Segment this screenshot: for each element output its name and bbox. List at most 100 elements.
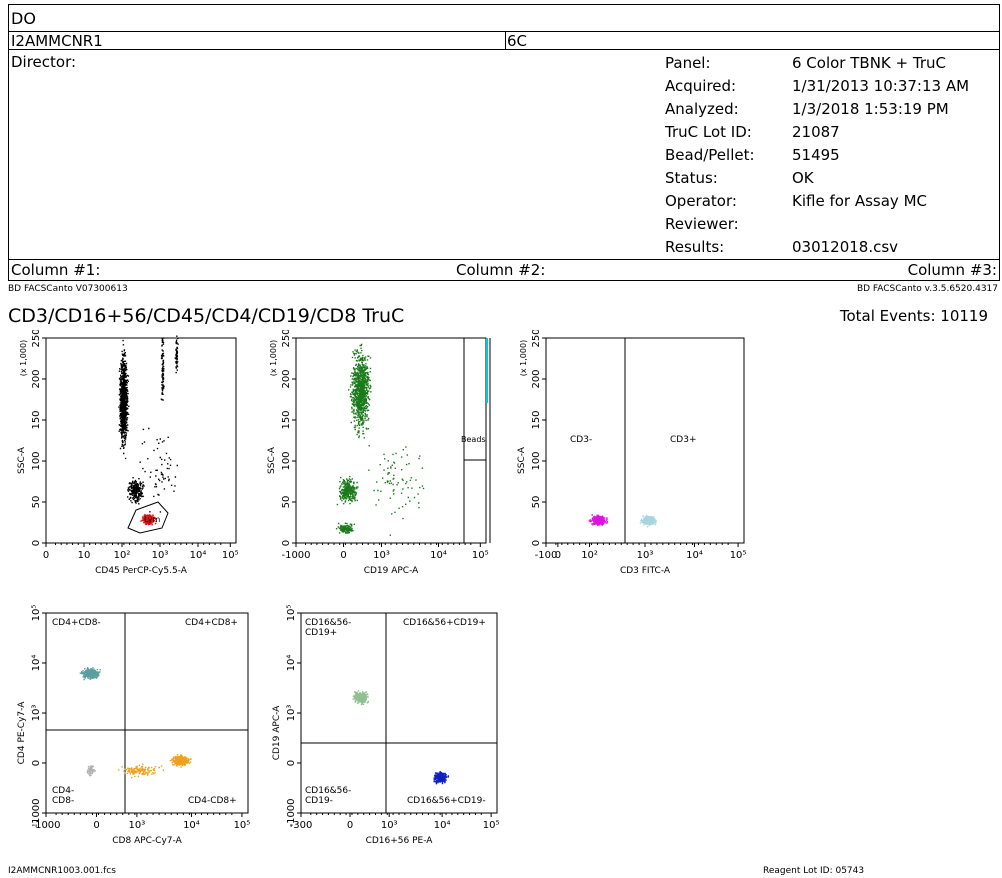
quadrant-label-cd16pos-cd19neg: CD16&56+CD19- <box>407 796 486 806</box>
quadrant-label-cd16neg-cd19pos-2: CD19+ <box>305 628 337 638</box>
header-info-box: Director: Panel: 6 Color TBNK + TruC Acq… <box>8 49 1000 260</box>
y-tick-label: 100 <box>281 451 292 470</box>
x-tick-label: -300 <box>290 820 313 831</box>
x-tick-label: 10⁵ <box>472 550 489 561</box>
quadrant-label-cd4pos-cd8neg: CD4+CD8- <box>52 618 101 628</box>
x-tick-label: -100 <box>535 550 558 561</box>
x-tick-label: 0 <box>93 820 99 831</box>
cd3neg-cluster <box>588 514 609 526</box>
y-tick-label: 50 <box>31 496 42 509</box>
quadrant-label-cd4pos-cd8pos: CD4+CD8+ <box>185 618 238 628</box>
y-axis-unit: (x 1,000) <box>19 340 28 376</box>
column-1-label: Column #1: <box>11 261 101 279</box>
y-tick-label: 10⁵ <box>31 605 42 621</box>
y-tick-label: 250 <box>531 330 542 348</box>
plot-cd8-cd4: CD4+CD8- CD4+CD8+ CD4-CD8- CD4-CD8+ -1000 0 10… <box>17 605 251 846</box>
director-label: Director: <box>11 53 77 71</box>
y-tick-label: 250 <box>281 330 292 348</box>
info-value-operator: Kifle for Assay MC <box>792 192 927 210</box>
info-key-truc-lot: TruC Lot ID: <box>665 123 752 141</box>
quadrant-label-cd4neg-cd8neg-2: CD8- <box>52 796 74 806</box>
lymphocyte-gate <box>127 501 169 534</box>
y-tick-label: 10⁴ <box>31 655 42 672</box>
y-axis-label: SSC-A <box>517 446 527 474</box>
y-axis-label: CD4 PE-Cy7-A <box>17 701 27 765</box>
header-id-row: I2AMMCNR1 6C <box>8 31 1000 50</box>
y-tick-label: 200 <box>31 369 42 388</box>
info-key-status: Status: <box>665 169 718 187</box>
plot-frame <box>45 612 249 814</box>
quadrant-label-cd4neg-cd8neg-1: CD4- <box>52 786 74 796</box>
x-axis-label: CD16+56 PE-A <box>366 836 434 846</box>
y-tick-label: -1000 <box>31 798 42 827</box>
cd8-spread <box>118 763 164 779</box>
y-tick-label: 10³ <box>286 705 297 722</box>
y-axis-label: SSC-A <box>17 446 27 474</box>
info-value-analyzed: 1/3/2018 1:53:19 PM <box>792 100 949 118</box>
plot-frame <box>300 612 498 814</box>
info-value-acquired: 1/31/2013 10:37:13 AM <box>792 77 970 95</box>
y-tick-label: 150 <box>531 410 542 429</box>
quadrant-label-cd3pos: CD3+ <box>670 435 696 445</box>
y-axis-unit: (x 1,000) <box>269 340 278 376</box>
info-key-reviewer: Reviewer: <box>665 215 739 233</box>
cd3pos-cluster <box>639 514 657 528</box>
info-value-status: OK <box>792 169 814 187</box>
x-tick-label: 10² <box>581 550 598 561</box>
quadrant-label-cd16neg-cd19neg-2: CD19- <box>305 796 333 806</box>
x-tick-label: 0 <box>347 820 353 831</box>
x-tick-label: -1000 <box>31 820 60 831</box>
info-value-truc-lot: 21087 <box>792 123 840 141</box>
y-tick-label: 50 <box>531 496 542 509</box>
panel-code: 6C <box>507 32 528 50</box>
y-tick-label: 250 <box>31 330 42 348</box>
bcell-cluster <box>352 690 369 706</box>
quadrant-label-cd16neg-cd19neg-1: CD16&56- <box>305 786 351 796</box>
plot-frame <box>295 337 487 544</box>
header-name-row: DO <box>8 4 1000 32</box>
header-columns-row: Column #1: Column #2: Column #3: <box>8 259 1000 281</box>
patient-id: I2AMMCNR1 <box>11 32 103 50</box>
x-axis-label: CD3 FITC-A <box>620 566 671 576</box>
x-tick-label: 10⁵ <box>483 820 500 831</box>
quadrant-label-cd16neg-cd19pos-1: CD16&56- <box>305 618 351 628</box>
x-tick-label: -1000 <box>281 550 310 561</box>
cd19-bottom <box>335 522 355 534</box>
x-tick-label: 10⁵ <box>730 550 747 561</box>
y-tick-label: 0 <box>31 760 42 766</box>
instrument-right: BD FACSCanto v.3.5.6520.4317 <box>856 284 998 294</box>
x-tick-label: 10⁵ <box>222 550 239 561</box>
nk-cluster <box>433 771 450 785</box>
info-value-results: 03012018.csv <box>792 238 899 256</box>
info-key-acquired: Acquired: <box>665 77 737 95</box>
info-key-operator: Operator: <box>665 192 737 210</box>
x-axis-label: CD19 APC-A <box>364 566 419 576</box>
info-key-bead-pellet: Bead/Pellet: <box>665 146 755 164</box>
x-tick-label: 10⁴ <box>434 820 451 831</box>
cd8-cluster <box>169 754 192 768</box>
x-tick-label: 10⁴ <box>190 550 207 561</box>
patient-name: DO <box>11 9 36 28</box>
y-axis-label: SSC-A <box>267 446 277 474</box>
y-tick-label: 150 <box>31 410 42 429</box>
panel-title: CD3/CD16+56/CD45/CD4/CD19/CD8 TruC <box>8 305 405 327</box>
info-value-bead-pellet: 51495 <box>792 146 840 164</box>
beads-gate-label: Beads <box>461 435 486 444</box>
y-axis-unit: (x 1,000) <box>519 340 528 376</box>
x-axis-label: CD45 PerCP-Cy5.5-A <box>95 566 188 576</box>
x-tick-label: 10² <box>114 550 131 561</box>
beads-events <box>486 338 488 403</box>
id-divider <box>505 32 506 49</box>
y-tick-label: 10⁴ <box>286 655 297 672</box>
y-axis-label: CD19 APC-A <box>272 705 282 760</box>
x-tick-label: 10⁵ <box>234 820 251 831</box>
quadrant-label-cd4neg-cd8pos: CD4-CD8+ <box>188 796 237 806</box>
plot-cd45-ssc: Lym 0 50 100 150 200 250 SSC-A (x 1,000) 0 10 10² 10… <box>17 330 239 576</box>
y-tick-label: 0 <box>31 540 42 546</box>
y-tick-label: 50 <box>281 496 292 509</box>
quadrant-label-cd16pos-cd19pos: CD16&56+CD19+ <box>403 618 486 628</box>
y-tick-label: 200 <box>531 369 542 388</box>
debris-streak-2 <box>174 335 179 374</box>
x-tick-label: 10³ <box>152 550 169 561</box>
plot-cd3-ssc: CD3- CD3+ 0 50 100 150 200 250 SSC-A (x 1,000) -10… <box>517 330 747 576</box>
